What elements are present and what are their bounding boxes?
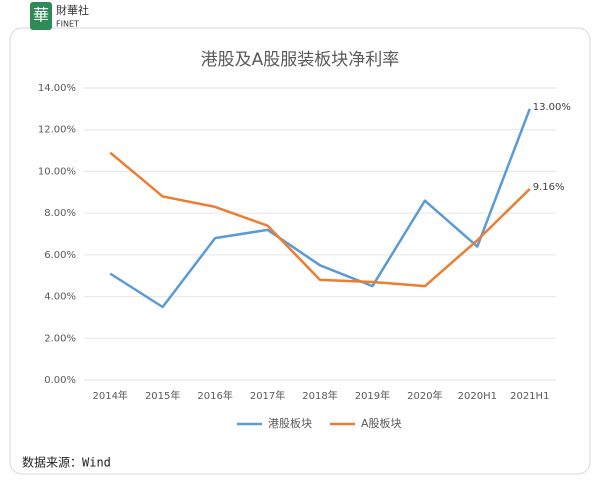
x-tick-label: 2017年 xyxy=(250,389,285,402)
series-line xyxy=(109,108,531,309)
data-label: 9.16% xyxy=(533,182,565,193)
x-tick-label: 2020年 xyxy=(407,389,442,402)
y-tick-label: 10.00% xyxy=(38,166,76,177)
logo-box xyxy=(30,2,52,30)
logo-sub: FINET xyxy=(56,20,79,29)
logo-mark: 華 xyxy=(33,6,49,25)
chart-title: 港股及A股服装板块净利率 xyxy=(201,50,400,70)
x-tick-label: 2018年 xyxy=(302,389,337,402)
logo-name: 財華社 xyxy=(56,3,89,17)
y-tick-label: 4.00% xyxy=(44,292,76,303)
legend-label: A股板块 xyxy=(361,416,402,430)
y-tick-label: 12.00% xyxy=(38,125,76,136)
x-tick-label: 2015年 xyxy=(145,389,180,402)
x-tick-label: 2016年 xyxy=(197,389,232,402)
series-line xyxy=(109,151,531,288)
x-tick-label: 2020H1 xyxy=(458,391,497,402)
data-label: 13.00% xyxy=(533,102,571,113)
y-tick-label: 6.00% xyxy=(44,250,76,261)
y-tick-label: 2.00% xyxy=(44,333,76,344)
y-tick-label: 14.00% xyxy=(38,83,76,94)
x-tick-label: 2014年 xyxy=(92,389,127,402)
legend-label: 港股板块 xyxy=(268,416,312,430)
y-tick-label: 0.00% xyxy=(44,375,76,386)
y-tick-label: 8.00% xyxy=(44,208,76,219)
x-tick-label: 2019年 xyxy=(355,389,390,402)
source: 数据来源：Wind xyxy=(22,455,111,470)
x-tick-label: 2021H1 xyxy=(510,391,549,402)
